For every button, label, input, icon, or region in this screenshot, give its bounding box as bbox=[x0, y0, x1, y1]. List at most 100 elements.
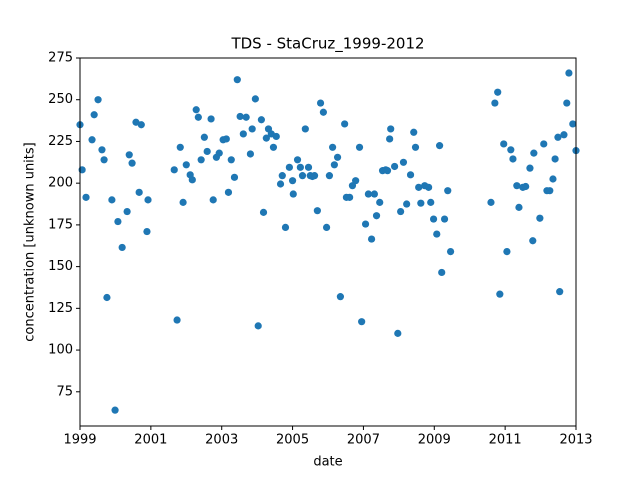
data-point bbox=[209, 196, 217, 204]
data-point bbox=[565, 69, 573, 77]
y-tick-label: 125 bbox=[48, 301, 73, 316]
data-point bbox=[239, 130, 247, 138]
data-point bbox=[487, 198, 495, 206]
data-point bbox=[319, 108, 327, 116]
data-point bbox=[496, 290, 504, 298]
data-point bbox=[298, 172, 307, 180]
data-point bbox=[215, 149, 223, 157]
data-point bbox=[494, 88, 502, 96]
x-tick-label: 2003 bbox=[205, 433, 238, 448]
data-point bbox=[554, 133, 562, 141]
data-point bbox=[90, 111, 98, 119]
data-point bbox=[429, 215, 438, 223]
data-point bbox=[536, 214, 544, 222]
data-point bbox=[224, 188, 233, 196]
data-point bbox=[118, 243, 126, 252]
data-point bbox=[526, 164, 534, 172]
data-point bbox=[254, 322, 262, 330]
data-point bbox=[376, 198, 384, 206]
data-point bbox=[425, 183, 433, 191]
data-point bbox=[361, 220, 370, 228]
data-point bbox=[370, 190, 379, 198]
y-tick-label: 150 bbox=[48, 259, 73, 274]
data-point bbox=[394, 329, 402, 337]
data-point bbox=[367, 235, 376, 243]
data-point bbox=[230, 173, 239, 181]
data-point bbox=[100, 156, 108, 164]
data-point bbox=[333, 153, 342, 161]
data-point bbox=[200, 133, 208, 141]
data-point bbox=[301, 125, 309, 133]
y-axis-label: concentration [unknown units] bbox=[23, 142, 38, 341]
data-point bbox=[285, 163, 293, 171]
data-point bbox=[346, 193, 354, 201]
plot-frame bbox=[79, 57, 577, 427]
data-point bbox=[364, 190, 372, 198]
data-point bbox=[560, 131, 568, 139]
data-point bbox=[444, 187, 452, 195]
chart-title: TDS - StaCruz_1999-2012 bbox=[230, 35, 424, 54]
x-tick-label: 2007 bbox=[347, 433, 380, 448]
data-point bbox=[257, 116, 265, 124]
data-point bbox=[103, 293, 111, 302]
data-point bbox=[310, 172, 319, 180]
data-point bbox=[262, 134, 270, 142]
data-point bbox=[111, 406, 119, 414]
data-point bbox=[82, 193, 90, 201]
data-point bbox=[182, 161, 190, 169]
data-point bbox=[397, 207, 405, 216]
y-tick-label: 75 bbox=[56, 384, 73, 399]
data-point bbox=[446, 247, 455, 256]
y-tick-label: 250 bbox=[48, 92, 73, 107]
data-point bbox=[529, 237, 537, 245]
data-point bbox=[108, 196, 116, 204]
data-point bbox=[123, 207, 131, 216]
data-point bbox=[170, 166, 178, 174]
data-point bbox=[98, 146, 106, 154]
x-tick-label: 2001 bbox=[134, 433, 167, 448]
data-point bbox=[176, 143, 184, 151]
data-point bbox=[491, 99, 499, 107]
data-point bbox=[276, 180, 285, 188]
data-point bbox=[143, 227, 151, 236]
data-point bbox=[94, 96, 102, 104]
data-point bbox=[551, 155, 559, 163]
data-point bbox=[372, 212, 381, 220]
data-point bbox=[233, 76, 241, 84]
data-point bbox=[144, 196, 152, 204]
data-point bbox=[248, 125, 256, 133]
data-point bbox=[135, 188, 143, 196]
y-tick-label: 275 bbox=[48, 51, 73, 66]
data-point bbox=[288, 177, 297, 185]
data-point bbox=[507, 146, 515, 154]
data-point bbox=[411, 143, 420, 151]
data-point bbox=[352, 177, 360, 185]
data-point bbox=[387, 125, 395, 133]
data-point bbox=[114, 217, 122, 226]
data-point bbox=[289, 190, 297, 198]
data-point bbox=[325, 172, 334, 180]
data-point bbox=[272, 132, 280, 141]
data-point bbox=[522, 182, 530, 191]
data-point bbox=[336, 293, 344, 301]
data-point bbox=[549, 175, 557, 183]
data-point bbox=[433, 230, 441, 238]
data-point bbox=[358, 318, 366, 326]
data-point bbox=[296, 163, 304, 171]
data-point bbox=[556, 288, 564, 296]
data-point bbox=[197, 156, 205, 164]
data-point bbox=[513, 182, 521, 190]
data-point bbox=[569, 120, 577, 128]
data-point bbox=[406, 171, 415, 179]
data-point bbox=[530, 149, 538, 157]
y-tick-label: 175 bbox=[48, 217, 73, 232]
x-axis-label: date bbox=[313, 455, 342, 470]
x-tick-label: 2009 bbox=[418, 433, 451, 448]
x-tick-label: 2011 bbox=[489, 433, 522, 448]
data-point bbox=[125, 151, 133, 159]
data-point bbox=[242, 113, 250, 121]
data-point bbox=[563, 99, 571, 107]
data-point bbox=[246, 150, 255, 158]
